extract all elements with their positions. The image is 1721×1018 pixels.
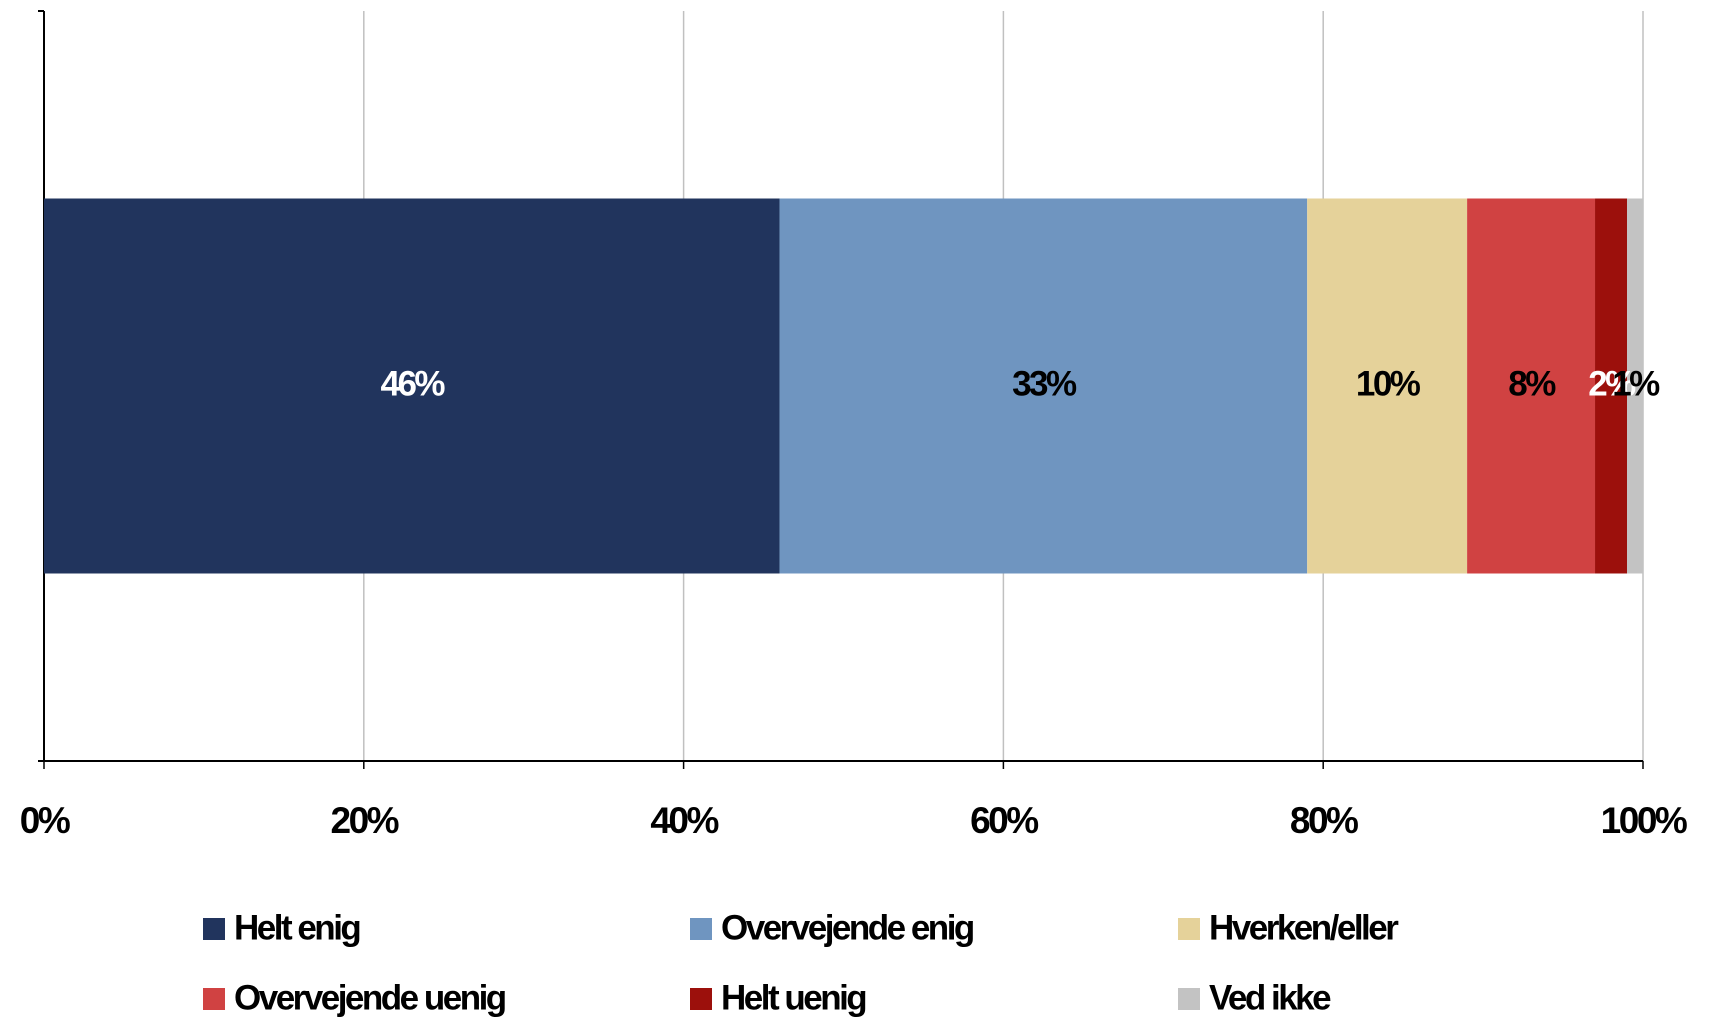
legend-swatch [203, 918, 225, 940]
bar-segment [44, 198, 780, 574]
data-label: 33% [1012, 364, 1077, 403]
legend-label: Overvejende enig [721, 908, 974, 947]
legend-swatch [690, 988, 712, 1010]
legend-swatch [203, 988, 225, 1010]
legend-label: Helt uenig [721, 978, 866, 1017]
bar-segment [779, 198, 1308, 574]
data-label: 10% [1356, 364, 1421, 403]
legend-label: Ved ikke [1209, 978, 1331, 1017]
legend-swatch [1178, 988, 1200, 1010]
data-label: 2% [1588, 364, 1636, 403]
x-tick-label: 60% [970, 800, 1038, 841]
legend-label: Helt enig [234, 908, 360, 947]
legend-label: Hverken/eller [1209, 908, 1399, 947]
data-label: 8% [1508, 364, 1556, 403]
legend-swatch [690, 918, 712, 940]
x-tick-label: 0% [20, 800, 70, 841]
bar-segment [1595, 198, 1628, 574]
bar-segment [1627, 198, 1643, 574]
x-tick-label: 20% [331, 800, 399, 841]
x-tick-label: 80% [1290, 800, 1358, 841]
data-label: 46% [380, 364, 445, 403]
bar-segment [1467, 198, 1596, 574]
x-tick-label: 40% [650, 800, 718, 841]
bar-segment [1307, 198, 1468, 574]
data-label: 1% [1612, 364, 1660, 403]
x-tick-label: 100% [1601, 800, 1687, 841]
legend-label: Overvejende uenig [234, 978, 506, 1017]
legend-swatch [1178, 918, 1200, 940]
